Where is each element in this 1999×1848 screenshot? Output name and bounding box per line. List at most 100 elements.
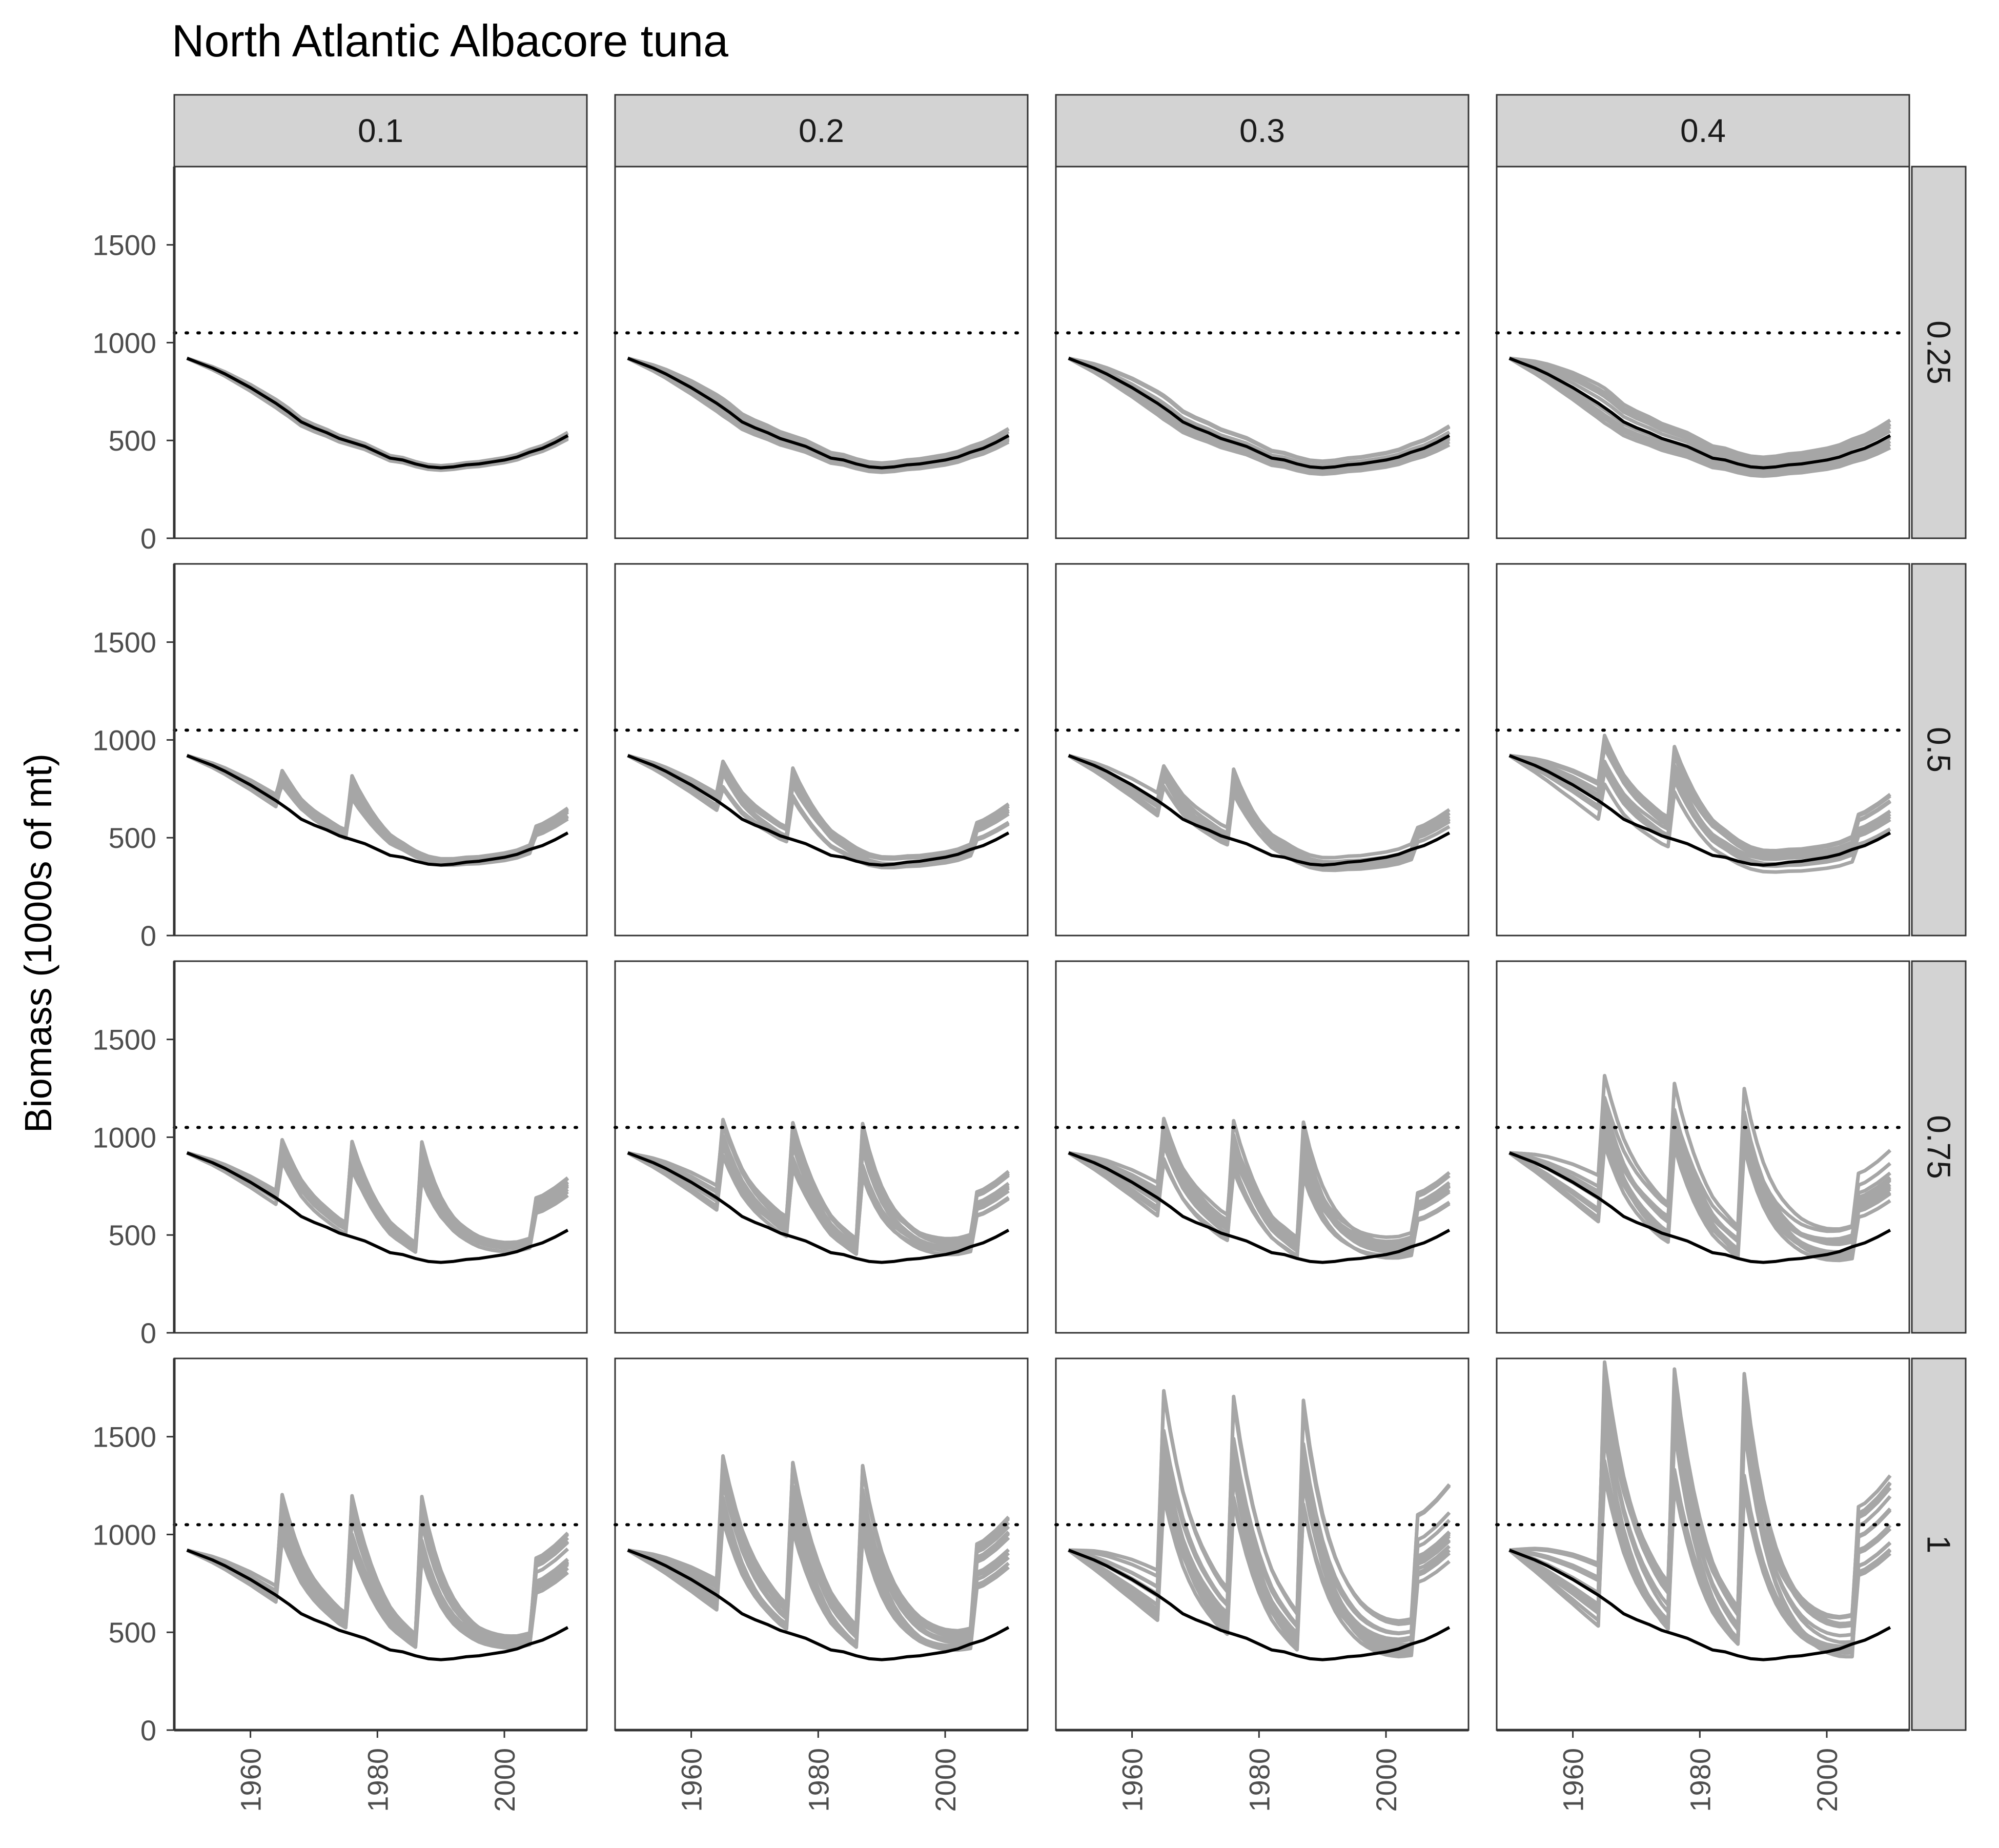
- baseline-series: [627, 357, 1010, 470]
- y-tick-label: 1500: [92, 229, 156, 261]
- baseline-series: [1068, 1151, 1451, 1264]
- y-tick-label: 0: [140, 1317, 156, 1349]
- y-tick-label: 1000: [92, 1121, 156, 1153]
- baseline-series: [627, 1549, 1010, 1661]
- baseline-series: [186, 1151, 569, 1264]
- x-tick-label: 2000: [1370, 1748, 1402, 1812]
- simulation-line: [1068, 754, 1451, 860]
- simulation-line: [1067, 1151, 1451, 1260]
- facet-strip-label-col-2: 0.2: [799, 112, 844, 149]
- panel-r3-c1: [173, 960, 588, 1334]
- panel-frame: [1055, 166, 1470, 539]
- simulation-line: [1068, 1440, 1451, 1636]
- panel-frame: [1055, 563, 1470, 937]
- simulation-line: [627, 356, 1010, 465]
- panel-frame: [614, 1357, 1029, 1731]
- x-tick-label: 1980: [1684, 1748, 1716, 1812]
- simulation-line: [627, 356, 1010, 467]
- baseline-series: [627, 754, 1010, 867]
- panel-r1-c2: [614, 166, 1029, 539]
- panel-r3-c2: [614, 960, 1029, 1334]
- y-tick-label: 0: [140, 522, 156, 555]
- x-tick-label: 2000: [1811, 1748, 1843, 1812]
- panel-r1-c4: [1495, 166, 1911, 539]
- simulation-line: [186, 356, 569, 468]
- simulation-line: [186, 356, 569, 472]
- simulation-line: [627, 1475, 1010, 1633]
- facet-strip-row-4: [1911, 1357, 1967, 1731]
- facet-strip-label-row-2: 0.5: [1921, 727, 1957, 773]
- facet-strip-row-1: [1911, 166, 1967, 539]
- simulation-line: [627, 1461, 1010, 1639]
- x-tick-label: 1960: [1557, 1748, 1589, 1812]
- baseline-series: [1508, 357, 1891, 470]
- simulation-line: [627, 1514, 1010, 1648]
- y-tick-label: 1500: [92, 1421, 156, 1453]
- panel-r3-c4: [1495, 960, 1911, 1334]
- panel-r4-c3: [1054, 1357, 1470, 1732]
- simulation-line: [627, 1151, 1010, 1252]
- simulation-line: [186, 1151, 569, 1254]
- chart-title: North Atlantic Albacore tuna: [172, 15, 728, 66]
- x-tick-label: 1960: [235, 1748, 267, 1812]
- y-tick-label: 500: [109, 424, 156, 457]
- simulation-line: [1508, 356, 1891, 476]
- y-tick-label: 1000: [92, 724, 156, 756]
- simulation-line: [1509, 356, 1891, 464]
- simulation-line: [1068, 1392, 1451, 1623]
- simulation-line: [1508, 1460, 1892, 1648]
- facet-strip-col-4: [1496, 94, 1910, 168]
- simulation-line: [1509, 734, 1891, 853]
- facet-grid: 0.1 0.2 0.3 0.4 0.25 0.5 0.75 1 0 500 1000 1500 0 500…: [92, 94, 1967, 1812]
- baseline-series: [186, 357, 569, 470]
- panel-r1-c3: [1054, 166, 1470, 539]
- y-tick-label: 1500: [92, 1024, 156, 1056]
- panel-frame: [614, 960, 1029, 1334]
- y-tick-label: 1000: [92, 1518, 156, 1551]
- baseline-series: [186, 1549, 569, 1661]
- facet-strip-col-2: [614, 94, 1029, 168]
- simulation-line: [1068, 1138, 1451, 1245]
- y-tick-label: 1000: [92, 327, 156, 359]
- simulation-line: [1508, 356, 1891, 478]
- simulation-line: [1508, 754, 1891, 868]
- x-tick-label: 1960: [676, 1748, 708, 1812]
- simulation-line: [1509, 1095, 1892, 1233]
- baseline-series: [186, 754, 569, 867]
- simulation-line: [1068, 356, 1451, 468]
- facet-strip-label-row-3: 0.75: [1921, 1115, 1957, 1179]
- simulation-line: [1067, 1455, 1451, 1653]
- panel-r3-c3: [1054, 960, 1470, 1334]
- baseline-series: [1508, 754, 1891, 867]
- simulation-line: [1068, 356, 1451, 474]
- simulation-line: [1508, 1470, 1892, 1653]
- panel-frame: [173, 1357, 588, 1731]
- simulation-line: [1068, 1123, 1451, 1240]
- simulation-line: [1508, 754, 1891, 874]
- simulation-line: [1508, 1119, 1891, 1244]
- x-tick-label: 1980: [802, 1748, 834, 1812]
- panel-r4-c2: [614, 1357, 1029, 1732]
- panel-frame: [173, 960, 588, 1334]
- x-tick-label: 1960: [1116, 1748, 1149, 1812]
- simulation-line: [627, 754, 1010, 860]
- facet-strip-col-3: [1055, 94, 1470, 168]
- y-tick-label: 1500: [92, 626, 156, 659]
- baseline-series: [627, 1151, 1010, 1264]
- facet-strip-row-3: [1911, 960, 1967, 1334]
- facet-strip-label-col-3: 0.3: [1239, 112, 1285, 149]
- simulation-line: [1068, 356, 1451, 464]
- simulation-line: [1509, 356, 1891, 459]
- baseline-series: [1068, 357, 1451, 470]
- y-tick-label: 500: [109, 1616, 156, 1649]
- y-tick-label: 500: [109, 822, 156, 854]
- baseline-series: [1068, 1549, 1451, 1661]
- panel-frame: [614, 166, 1029, 539]
- y-tick-label: 0: [140, 1714, 156, 1747]
- simulation-line: [626, 1496, 1010, 1652]
- simulation-line: [1068, 356, 1451, 476]
- x-tick-label: 2000: [929, 1748, 962, 1812]
- panel-frame: [1496, 960, 1910, 1334]
- simulation-line: [1508, 1409, 1892, 1638]
- simulation-line: [1068, 1486, 1451, 1649]
